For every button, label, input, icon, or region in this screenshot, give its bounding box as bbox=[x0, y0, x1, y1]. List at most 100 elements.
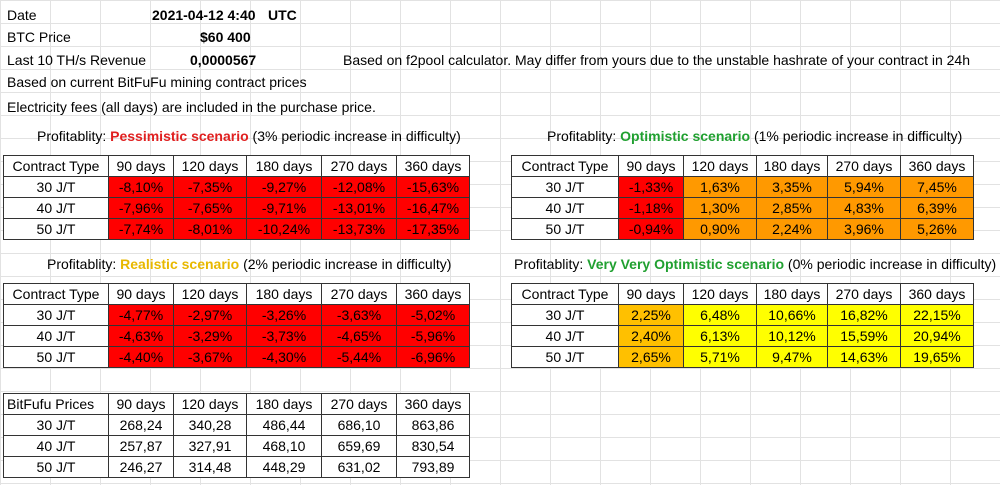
table-cell: 448,29 bbox=[246, 456, 322, 478]
table-cell: 1,63% bbox=[683, 176, 757, 198]
table-row: 50 J/T -7,74% -8,01% -10,24% -13,73% -17… bbox=[3, 218, 470, 240]
header-period: 270 days bbox=[321, 393, 397, 415]
table-cell: 486,44 bbox=[246, 414, 322, 436]
table-row: 30 J/T 2,25% 6,48% 10,66% 16,82% 22,15% bbox=[511, 304, 974, 326]
date-timezone: UTC bbox=[268, 7, 297, 23]
pessimistic-table: Contract Type 90 days 120 days 180 days … bbox=[3, 155, 470, 240]
table-cell: -9,27% bbox=[246, 176, 322, 198]
table-cell: -3,29% bbox=[173, 325, 247, 347]
table-cell: 631,02 bbox=[321, 456, 397, 478]
revenue-note: Based on f2pool calculator. May differ f… bbox=[343, 52, 970, 68]
header-period: 360 days bbox=[396, 283, 470, 305]
table-cell: -4,63% bbox=[108, 325, 174, 347]
table-cell: 268,24 bbox=[108, 414, 174, 436]
contract-type-cell: 50 J/T bbox=[511, 218, 619, 240]
header-period: 120 days bbox=[683, 155, 757, 177]
table-cell: 246,27 bbox=[108, 456, 174, 478]
header-period: 270 days bbox=[321, 283, 397, 305]
table-cell: 3,35% bbox=[756, 176, 828, 198]
header-period: 90 days bbox=[618, 283, 684, 305]
very-optimistic-title: Profitablity: Very Very Optimistic scena… bbox=[514, 256, 997, 272]
table-header-row: Contract Type 90 days 120 days 180 days … bbox=[511, 155, 974, 177]
header-period: 120 days bbox=[683, 283, 757, 305]
table-cell: 1,30% bbox=[683, 197, 757, 219]
header-period: 180 days bbox=[756, 283, 828, 305]
header-contract-type: Contract Type bbox=[511, 283, 619, 305]
table-cell: -5,44% bbox=[321, 346, 397, 368]
header-period: 120 days bbox=[173, 155, 247, 177]
header-period: 90 days bbox=[108, 283, 174, 305]
table-cell: 14,63% bbox=[827, 346, 901, 368]
table-cell: -16,47% bbox=[396, 197, 470, 219]
table-cell: -17,35% bbox=[396, 218, 470, 240]
contract-prices-note: Based on current BitFuFu mining contract… bbox=[7, 74, 307, 90]
table-cell: -1,18% bbox=[618, 197, 684, 219]
table-row: 30 J/T -1,33% 1,63% 3,35% 5,94% 7,45% bbox=[511, 176, 974, 198]
table-cell: 830,54 bbox=[396, 435, 470, 457]
table-cell: 6,39% bbox=[900, 197, 974, 219]
table-header-row: Contract Type 90 days 120 days 180 days … bbox=[511, 283, 974, 305]
table-cell: -4,40% bbox=[108, 346, 174, 368]
optimistic-title: Profitablity: Optimistic scenario (1% pe… bbox=[547, 128, 963, 144]
table-cell: -0,94% bbox=[618, 218, 684, 240]
table-header-row: Contract Type 90 days 120 days 180 days … bbox=[3, 283, 470, 305]
table-cell: 2,40% bbox=[618, 325, 684, 347]
table-cell: 16,82% bbox=[827, 304, 901, 326]
table-cell: 2,25% bbox=[618, 304, 684, 326]
table-cell: -7,96% bbox=[108, 197, 174, 219]
table-cell: -5,02% bbox=[396, 304, 470, 326]
table-row: 40 J/T -4,63% -3,29% -3,73% -4,65% -5,96… bbox=[3, 325, 470, 347]
header-period: 360 days bbox=[396, 393, 470, 415]
table-row: 40 J/T 257,87 327,91 468,10 659,69 830,5… bbox=[3, 435, 470, 457]
realistic-title: Profitablity: Realistic scenario (2% per… bbox=[47, 256, 452, 272]
contract-type-cell: 50 J/T bbox=[3, 218, 109, 240]
btc-price-label: BTC Price bbox=[7, 29, 71, 45]
header-period: 360 days bbox=[900, 283, 974, 305]
table-cell: 2,24% bbox=[756, 218, 828, 240]
contract-type-cell: 30 J/T bbox=[3, 414, 109, 436]
table-row: 30 J/T -8,10% -7,35% -9,27% -12,08% -15,… bbox=[3, 176, 470, 198]
table-cell: -15,63% bbox=[396, 176, 470, 198]
header-prices: BitFufu Prices bbox=[3, 393, 109, 415]
contract-type-cell: 30 J/T bbox=[511, 304, 619, 326]
revenue-value: 0,0000567 bbox=[190, 52, 257, 68]
contract-type-cell: 30 J/T bbox=[511, 176, 619, 198]
table-cell: 0,90% bbox=[683, 218, 757, 240]
table-cell: -13,01% bbox=[321, 197, 397, 219]
table-cell: 6,13% bbox=[683, 325, 757, 347]
revenue-label: Last 10 TH/s Revenue bbox=[7, 52, 147, 68]
table-cell: 5,26% bbox=[900, 218, 974, 240]
table-header-row: Contract Type 90 days 120 days 180 days … bbox=[3, 155, 470, 177]
header-period: 180 days bbox=[246, 393, 322, 415]
table-cell: 793,89 bbox=[396, 456, 470, 478]
table-row: 30 J/T -4,77% -2,97% -3,26% -3,63% -5,02… bbox=[3, 304, 470, 326]
contract-type-cell: 50 J/T bbox=[3, 456, 109, 478]
header-period: 120 days bbox=[173, 393, 247, 415]
contract-type-cell: 40 J/T bbox=[3, 325, 109, 347]
prices-table: BitFufu Prices 90 days 120 days 180 days… bbox=[3, 393, 470, 478]
table-cell: -7,65% bbox=[173, 197, 247, 219]
table-cell: 2,85% bbox=[756, 197, 828, 219]
table-cell: 10,12% bbox=[756, 325, 828, 347]
table-cell: 7,45% bbox=[900, 176, 974, 198]
contract-type-cell: 50 J/T bbox=[511, 346, 619, 368]
table-cell: -2,97% bbox=[173, 304, 247, 326]
contract-type-cell: 50 J/T bbox=[3, 346, 109, 368]
very-optimistic-table: Contract Type 90 days 120 days 180 days … bbox=[511, 283, 974, 368]
pessimistic-title: Profitablity: Pessimistic scenario (3% p… bbox=[37, 128, 461, 144]
table-cell: 3,96% bbox=[827, 218, 901, 240]
table-row: 40 J/T 2,40% 6,13% 10,12% 15,59% 20,94% bbox=[511, 325, 974, 347]
table-row: 30 J/T 268,24 340,28 486,44 686,10 863,8… bbox=[3, 414, 470, 436]
table-cell: 4,83% bbox=[827, 197, 901, 219]
header-contract-type: Contract Type bbox=[3, 283, 109, 305]
table-row: 50 J/T -0,94% 0,90% 2,24% 3,96% 5,26% bbox=[511, 218, 974, 240]
date-value: 2021-04-12 4:40 bbox=[152, 7, 256, 23]
table-cell: -7,35% bbox=[173, 176, 247, 198]
table-cell: 5,94% bbox=[827, 176, 901, 198]
table-cell: -3,73% bbox=[246, 325, 322, 347]
header-period: 120 days bbox=[173, 283, 247, 305]
table-cell: -13,73% bbox=[321, 218, 397, 240]
table-cell: -4,30% bbox=[246, 346, 322, 368]
header-period: 270 days bbox=[827, 155, 901, 177]
table-cell: 327,91 bbox=[173, 435, 247, 457]
